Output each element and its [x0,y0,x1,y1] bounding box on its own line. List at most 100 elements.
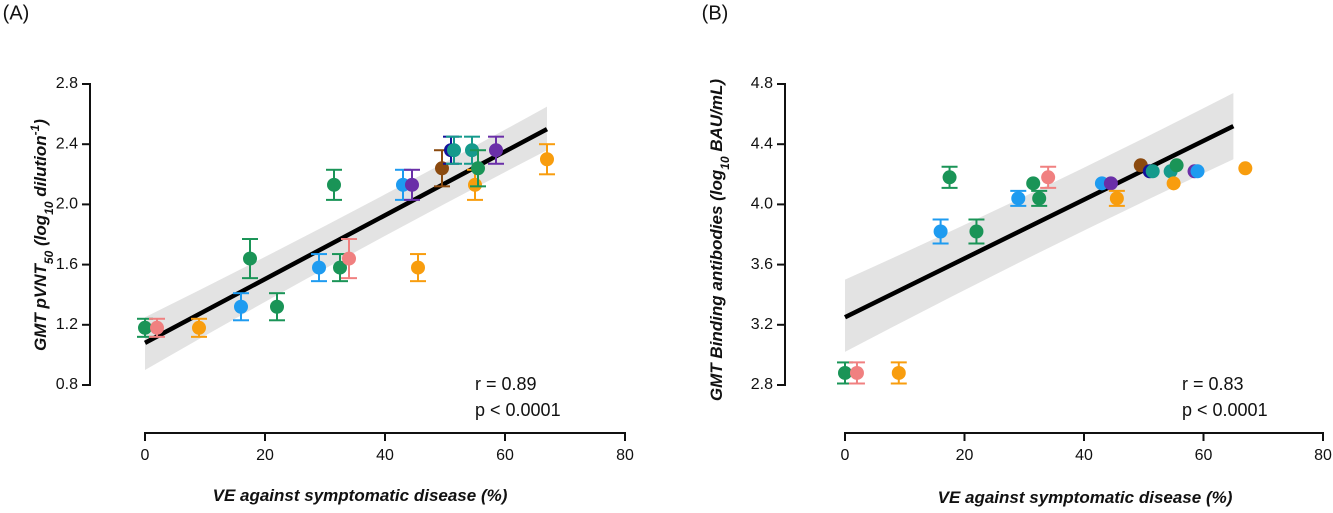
data-point-group [1190,164,1205,179]
data-point [192,320,206,335]
y-tick-label: 0.8 [56,376,78,393]
y-axis-label-part: 50 [42,250,56,264]
data-point [435,161,449,176]
data-point [1103,176,1118,191]
data-point-group [1166,176,1181,191]
data-point [312,260,326,275]
data-point [1041,170,1056,185]
y-tick-label: 4.8 [751,75,773,92]
data-point-group [848,361,865,385]
data-point [411,260,425,275]
data-point-group [941,165,958,189]
data-point [447,143,461,158]
x-axis-label: VE against symptomatic disease (%) [938,488,1233,507]
y-tick-label: 2.4 [56,135,78,152]
data-point-group [890,361,907,385]
data-point [933,224,948,239]
data-point [489,143,503,158]
y-axis-label-part: dilution [31,135,50,201]
data-point-group [470,149,486,188]
data-point [1026,176,1041,191]
data-point-group [1026,176,1041,191]
y-tick-label: 2.8 [56,75,78,92]
panel-label: (A) [3,2,30,24]
data-point [150,320,164,335]
chart-panel-b: (B) 2.8 3.2 3.6 4.0 4.4 4.8 0 20 40 60 80 VE against… [702,2,1332,507]
data-point-group [137,317,153,338]
y-axis-label-part: BAU/mL) [707,79,726,157]
y-tick-label: 1.2 [56,316,78,333]
data-point [468,177,482,192]
y-tick-label: 2.8 [751,376,773,393]
data-point-group [410,253,426,283]
y-axis-label: GMT Binding antibodies (log10 BAU/mL) [707,79,732,401]
panel-label: (B) [702,2,729,24]
data-point-group [1031,189,1048,207]
y-axis-label-part: -1 [28,124,42,135]
x-axis-label: VE against symptomatic disease (%) [213,486,508,505]
data-point [327,177,341,192]
data-point [1190,164,1205,179]
data-point-group [311,253,327,283]
y-tick-label: 1.6 [56,256,78,273]
correlation-r: r = 0.89 [475,374,537,394]
data-point-group [233,292,249,322]
data-point [138,320,152,335]
data-point [1145,164,1160,179]
data-point-group [1040,165,1057,189]
y-axis-label-part: 10 [718,156,732,170]
data-point-group [332,253,348,283]
data-point [540,152,554,167]
y-tick-label: 4.0 [751,196,773,213]
data-point-group [1010,189,1027,207]
data-point-group [1103,176,1118,191]
data-point-group [149,317,165,338]
data-point [270,299,284,314]
data-point [1238,161,1253,176]
x-tick-label: 20 [256,447,274,464]
x-tick-label: 20 [956,447,974,464]
x-tick-label: 40 [376,447,394,464]
data-point [1109,191,1124,206]
y-axis-label-part: (log [31,214,50,250]
x-tick-label: 0 [141,447,150,464]
data-point [471,161,485,176]
p-value: p < 0.0001 [475,400,561,420]
data-point [405,177,419,192]
p-value: p < 0.0001 [1182,400,1268,420]
data-point [1169,158,1184,173]
y-axis-label-part: GMT pVNT [31,262,50,350]
data-point-group [404,168,420,201]
data-point-group [446,135,462,165]
data-point-group [1169,158,1184,173]
data-point-group [341,238,357,280]
x-tick-label: 80 [1314,447,1332,464]
data-point-group [1145,164,1160,179]
x-tick-label: 80 [616,447,634,464]
regression-line [844,124,1235,320]
data-point-group [932,218,949,245]
x-tick-label: 60 [496,447,514,464]
data-point [1032,191,1047,206]
data-point [1166,176,1181,191]
y-tick-label: 3.2 [751,316,773,333]
data-point [1011,191,1026,206]
x-tick-label: 60 [1195,447,1213,464]
data-point [891,365,906,380]
data-point [969,224,984,239]
data-point [838,365,852,380]
y-axis-label: GMT pVNT50 (log10 dilution-1) [28,119,56,351]
data-point [942,170,957,185]
y-axis-label-part: GMT Binding antibodies (log [707,169,726,401]
y-axis-label-part: 10 [42,201,56,215]
data-point [234,299,248,314]
data-point-group [191,317,207,338]
x-tick-label: 40 [1075,447,1093,464]
regression-line [143,127,549,345]
data-point-group [326,168,342,201]
data-point [849,365,864,380]
data-point-group [269,292,285,322]
y-tick-label: 4.4 [751,135,773,152]
y-tick-label: 2.0 [56,196,78,213]
